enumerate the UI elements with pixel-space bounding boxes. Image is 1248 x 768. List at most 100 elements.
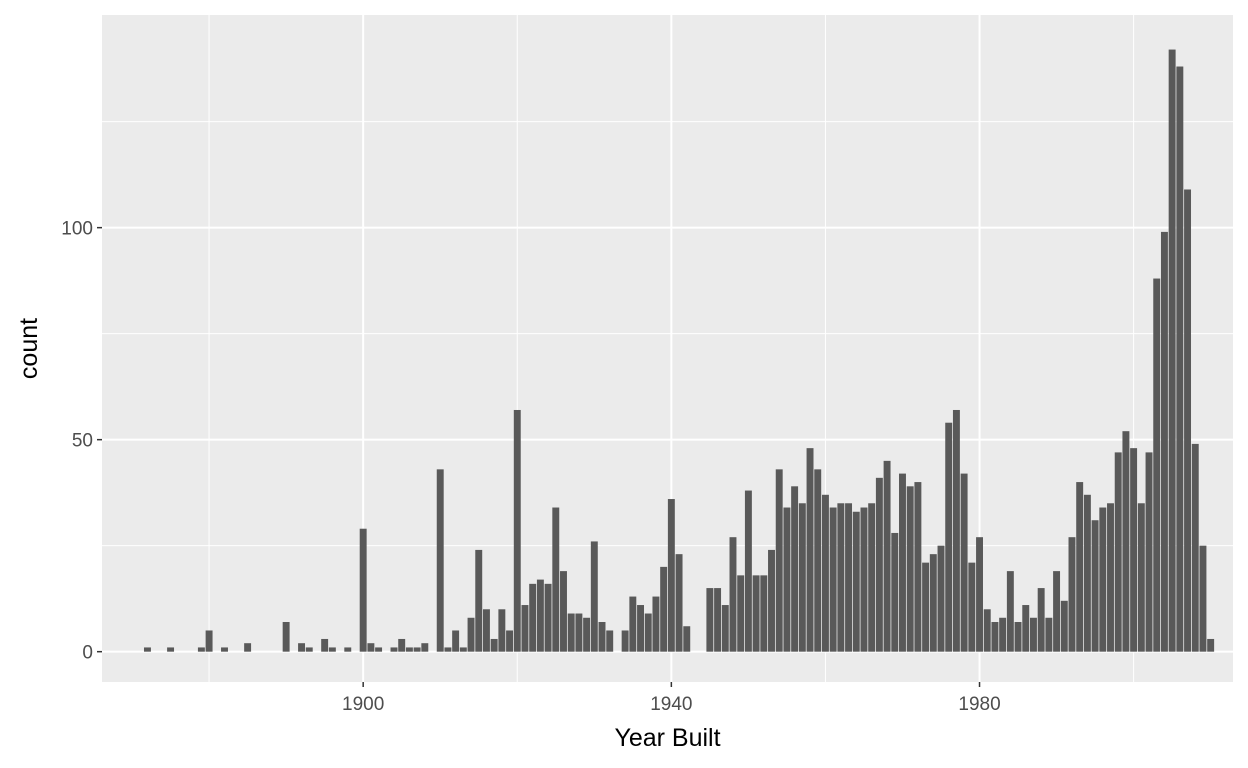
bar (660, 566, 668, 652)
bar (1137, 503, 1145, 652)
bar (1006, 571, 1014, 652)
bar (298, 643, 306, 652)
bar (405, 647, 413, 652)
x-tick-label: 1980 (958, 694, 1000, 715)
bar (328, 647, 336, 652)
bar (459, 647, 467, 652)
bar (644, 613, 652, 652)
bar (1207, 638, 1215, 652)
bar (945, 422, 953, 652)
bar (1014, 621, 1022, 652)
bar (567, 613, 575, 652)
bar (536, 579, 544, 652)
bar (675, 554, 683, 652)
bar (1107, 503, 1114, 652)
bars (143, 49, 1215, 652)
bar (167, 647, 175, 652)
bar (821, 494, 829, 652)
bar (744, 490, 752, 652)
bar (197, 647, 205, 652)
bar (837, 503, 845, 652)
bar (883, 460, 891, 652)
bar (436, 469, 444, 652)
x-tick-label: 1940 (650, 694, 692, 715)
bar (282, 621, 290, 652)
bar (960, 473, 968, 652)
y-axis: 0 50 100 (61, 219, 102, 664)
bar (721, 605, 729, 652)
bar (421, 643, 429, 652)
bar (1114, 452, 1122, 652)
bar (1053, 571, 1061, 652)
bar (1199, 545, 1207, 652)
bar (798, 503, 806, 652)
bar (737, 575, 745, 652)
bar (1122, 431, 1130, 652)
bar (999, 617, 1007, 652)
bar (1145, 452, 1153, 652)
bar (621, 630, 629, 652)
bar (1060, 600, 1068, 652)
bar (852, 511, 860, 652)
bar (413, 647, 421, 652)
bar (1083, 494, 1091, 652)
bar (768, 549, 775, 652)
bar (906, 486, 914, 652)
bar (583, 617, 591, 652)
bar (952, 409, 960, 652)
bar (667, 499, 675, 652)
bar (914, 482, 922, 652)
bar (490, 638, 498, 652)
bar (606, 630, 614, 652)
bar (868, 503, 876, 652)
bar (922, 562, 930, 652)
bar (937, 545, 945, 652)
bar (529, 583, 537, 652)
bar (367, 643, 375, 652)
x-axis: 1900 1940 1980 (342, 682, 1001, 715)
bar (1037, 588, 1045, 652)
bar (452, 630, 460, 652)
bar (143, 647, 151, 652)
bar (560, 571, 567, 652)
bar (590, 541, 598, 652)
y-tick-label: 50 (72, 431, 93, 452)
bar (1022, 605, 1030, 652)
bar (205, 630, 213, 652)
bar (814, 469, 822, 652)
bar (521, 605, 529, 652)
bar (629, 596, 637, 652)
bar (544, 583, 552, 652)
bar (398, 638, 406, 652)
bar (729, 537, 737, 652)
panel-background (102, 15, 1233, 682)
bar (1153, 278, 1161, 652)
bar (752, 575, 760, 652)
bar (899, 473, 906, 652)
y-axis-title: count (15, 318, 43, 379)
y-tick-label: 0 (82, 643, 93, 664)
bar (783, 507, 791, 652)
bar (552, 507, 560, 652)
bar (760, 575, 768, 652)
bar (983, 609, 991, 652)
minor-gridlines (102, 15, 1233, 682)
bar (390, 647, 398, 652)
bar (929, 554, 937, 652)
bar (475, 549, 483, 652)
bar (321, 638, 329, 652)
bar (683, 626, 691, 652)
bar (467, 617, 475, 652)
bar (375, 647, 383, 652)
bar (875, 477, 883, 652)
bar (1068, 537, 1076, 652)
bar (976, 537, 983, 652)
bar (1191, 443, 1199, 652)
bar (637, 605, 645, 652)
bar (1029, 617, 1037, 652)
bar (575, 613, 583, 652)
bar (1099, 507, 1107, 652)
bar (344, 647, 352, 652)
bar (806, 448, 814, 652)
bar (244, 643, 252, 652)
